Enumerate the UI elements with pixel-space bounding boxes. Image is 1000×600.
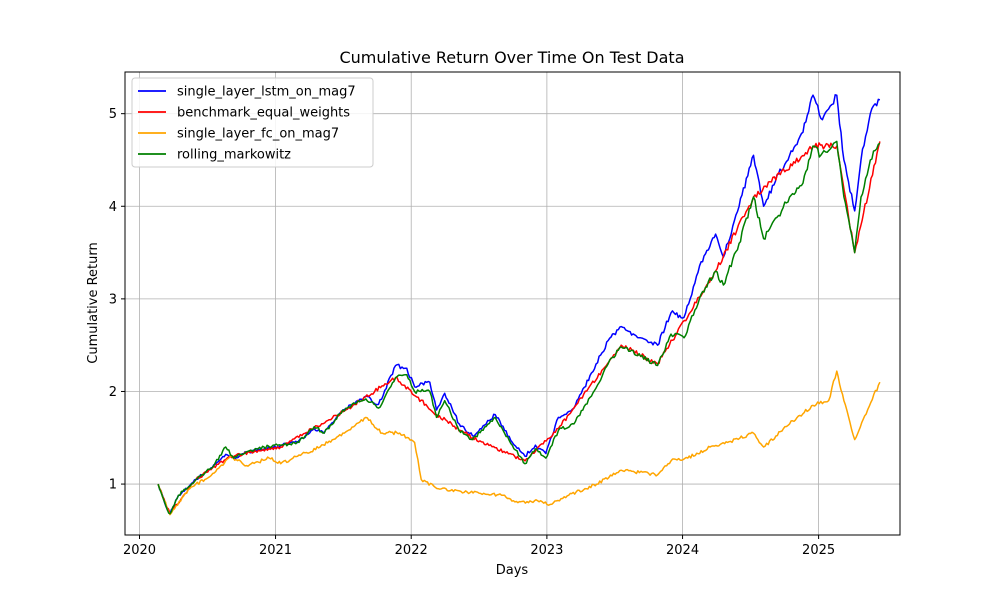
y-axis-label: Cumulative Return xyxy=(86,242,101,363)
legend-entry: rolling_markowitz xyxy=(177,148,291,163)
x-axis-label: Days xyxy=(496,563,529,578)
y-tick-label: 5 xyxy=(109,107,117,122)
series-line-single-layer-fc-on-mag7 xyxy=(157,370,881,516)
plot-area-frame xyxy=(124,71,901,536)
series-lines xyxy=(157,94,881,516)
grid-lines xyxy=(125,72,900,535)
legend: single_layer_lstm_on_mag7 benchmark_equal… xyxy=(131,77,374,168)
x-tick-label: 2020 xyxy=(123,543,156,558)
series-line-benchmark-equal-weights xyxy=(157,141,881,515)
legend-entry: benchmark_equal_weights xyxy=(177,106,350,121)
legend-entry: single_layer_lstm_on_mag7 xyxy=(177,85,356,100)
y-tick-label: 1 xyxy=(109,478,117,493)
x-tick-label: 2023 xyxy=(530,543,563,558)
series-line-single-layer-lstm-on-mag7 xyxy=(157,94,881,515)
x-tick-label: 2021 xyxy=(259,543,292,558)
x-tick-label: 2022 xyxy=(395,543,428,558)
chart-title: Cumulative Return Over Time On Test Data xyxy=(339,48,684,67)
y-tick-label: 2 xyxy=(109,385,117,400)
y-axis-ticks: 1 2 3 4 5 xyxy=(109,107,125,493)
x-tick-label: 2025 xyxy=(802,543,835,558)
x-axis-ticks: 2020 2021 2022 2023 2024 2025 xyxy=(123,535,835,558)
series-line-rolling-markowitz xyxy=(157,140,881,515)
x-tick-label: 2024 xyxy=(666,543,699,558)
y-tick-label: 3 xyxy=(109,292,117,307)
legend-entry: single_layer_fc_on_mag7 xyxy=(177,127,339,142)
y-tick-label: 4 xyxy=(109,200,117,215)
legend-box xyxy=(131,77,374,168)
